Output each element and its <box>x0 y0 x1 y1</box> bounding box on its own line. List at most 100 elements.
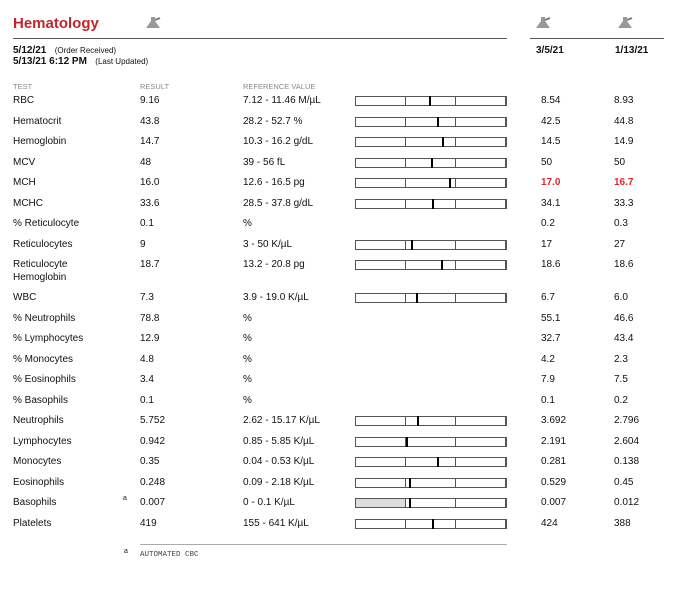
reference: 39 - 56 fL <box>243 156 286 168</box>
previous-result: 44.8 <box>614 115 634 127</box>
reference: 7.12 - 11.46 M/µL <box>243 95 321 106</box>
column-header: TEST <box>13 82 33 91</box>
result: 16.0 <box>140 177 160 188</box>
range-segment <box>406 240 456 249</box>
previous-result: 4.2 <box>541 353 555 365</box>
table: RBC 9.16 7.12 - 11.46 M/µL 8.54 8.93 Hematocr… <box>0 91 679 534</box>
reference: 13.2 - 20.8 pg <box>243 259 305 270</box>
reference: 12.6 - 16.5 pg <box>243 177 305 188</box>
result: 33.6 <box>140 197 160 209</box>
range-segment <box>356 97 406 105</box>
test-name: Neutrophils <box>13 415 64 426</box>
table-row: % Neutrophils 78.8% 55.1 46.6 <box>0 309 679 330</box>
reference: 155 - 641 K/µL <box>243 517 309 529</box>
previous-result: 0.2 <box>541 218 555 229</box>
result: 0.248 <box>140 476 166 488</box>
note: (Order Received) <box>54 46 117 55</box>
updated-date: 5/13/21 6:12 PM (Last Updated) <box>13 56 148 67</box>
table-row: MCV 48 39 - 56 fL 50 50 <box>0 153 679 174</box>
range-segment <box>356 417 406 425</box>
table-row: % Monocytes 4.8% 4.2 2.3 <box>0 350 679 371</box>
range-segment <box>356 437 406 446</box>
range-bar <box>355 498 507 508</box>
previous-result: 46.6 <box>614 312 634 324</box>
range-segment <box>406 519 456 528</box>
range-segment <box>456 117 506 126</box>
previous-result: 0.012 <box>614 497 640 508</box>
range-segment <box>356 117 406 126</box>
flask-icon[interactable] <box>536 16 552 30</box>
table-row: Eosinophils 0.248 0.09 - 2.18 K/µL 0.529 0.4… <box>0 473 679 494</box>
test-name: MCHC <box>13 197 43 209</box>
result: 78.8 <box>140 312 160 324</box>
result-marker <box>441 260 444 270</box>
range-segment <box>406 261 456 269</box>
flask-icon[interactable] <box>618 16 634 30</box>
table-row: % Eosinophils 3.4% 7.9 7.5 <box>0 370 679 391</box>
previous-result: 7.9 <box>541 374 555 385</box>
table-row: RBC 9.16 7.12 - 11.46 M/µL 8.54 8.93 <box>0 91 679 112</box>
range-bar <box>355 260 507 270</box>
result-marker <box>416 293 419 303</box>
reference: % <box>243 218 252 229</box>
result: 9.16 <box>140 95 160 106</box>
test-name: % Basophils <box>13 394 69 406</box>
rule <box>140 544 507 545</box>
range-bar <box>355 239 507 250</box>
test-name: % Neutrophils <box>13 312 76 324</box>
reference: % <box>243 312 252 324</box>
range-segment <box>456 240 506 249</box>
test-name: RBC <box>13 95 35 106</box>
range-segment <box>456 519 506 528</box>
previous-result: 3.692 <box>541 415 567 426</box>
result-marker <box>405 436 408 447</box>
range-bar <box>355 457 507 467</box>
previous-result: 8.93 <box>614 95 634 106</box>
previous-result: 17 <box>541 238 553 250</box>
range-bar <box>355 436 507 447</box>
range-segment <box>406 458 456 466</box>
previous-result: 8.54 <box>541 95 561 106</box>
range-segment <box>406 417 456 425</box>
table-row: Hematocrit 43.8 28.2 - 52.7 % 42.5 44.8 <box>0 112 679 133</box>
result-marker <box>442 137 445 147</box>
reference: 0.09 - 2.18 K/µL <box>243 476 315 488</box>
result: 0.35 <box>140 456 160 467</box>
table-row: Lymphocytes 0.942 0.85 - 5.85 K/µL 2.191 2.6… <box>0 432 679 453</box>
result-marker <box>428 96 431 106</box>
range-bar <box>355 96 507 106</box>
range-segment <box>356 261 406 269</box>
previous-result: 7.5 <box>614 374 628 385</box>
range-segment <box>356 499 406 507</box>
previous-result: 0.529 <box>541 476 567 488</box>
range-segment <box>456 458 506 466</box>
result: 14.7 <box>140 136 160 147</box>
flask-icon[interactable] <box>146 16 162 30</box>
range-segment <box>406 117 456 126</box>
result: 48 <box>140 156 152 168</box>
previous-result: 50 <box>614 156 626 168</box>
result-marker <box>436 457 439 467</box>
table-row: Neutrophils 5.752 2.62 - 15.17 K/µL 3.692 2.… <box>0 411 679 432</box>
date: 5/13/21 6:12 PM <box>13 56 87 67</box>
previous-result: 43.4 <box>614 333 634 344</box>
range-segment <box>356 138 406 146</box>
range-bar <box>355 137 507 147</box>
test-name: % Monocytes <box>13 353 74 365</box>
result: 5.752 <box>140 415 166 426</box>
previous-result: 34.1 <box>541 197 561 209</box>
result: 9 <box>140 238 146 250</box>
range-segment <box>356 240 406 249</box>
previous-result: 0.281 <box>541 456 567 467</box>
previous-result: 2.191 <box>541 435 567 447</box>
range-bar <box>355 477 507 488</box>
rule <box>13 38 507 39</box>
range-bar <box>355 157 507 168</box>
result: 12.9 <box>140 333 160 344</box>
reference: 28.5 - 37.8 g/dL <box>243 197 314 209</box>
table-row: MCHC 33.6 28.5 - 37.8 g/dL 34.1 33.3 <box>0 194 679 215</box>
range-segment <box>456 437 506 446</box>
previous-result: 0.3 <box>614 218 628 229</box>
result-marker <box>431 157 434 168</box>
range-bar <box>355 198 507 209</box>
